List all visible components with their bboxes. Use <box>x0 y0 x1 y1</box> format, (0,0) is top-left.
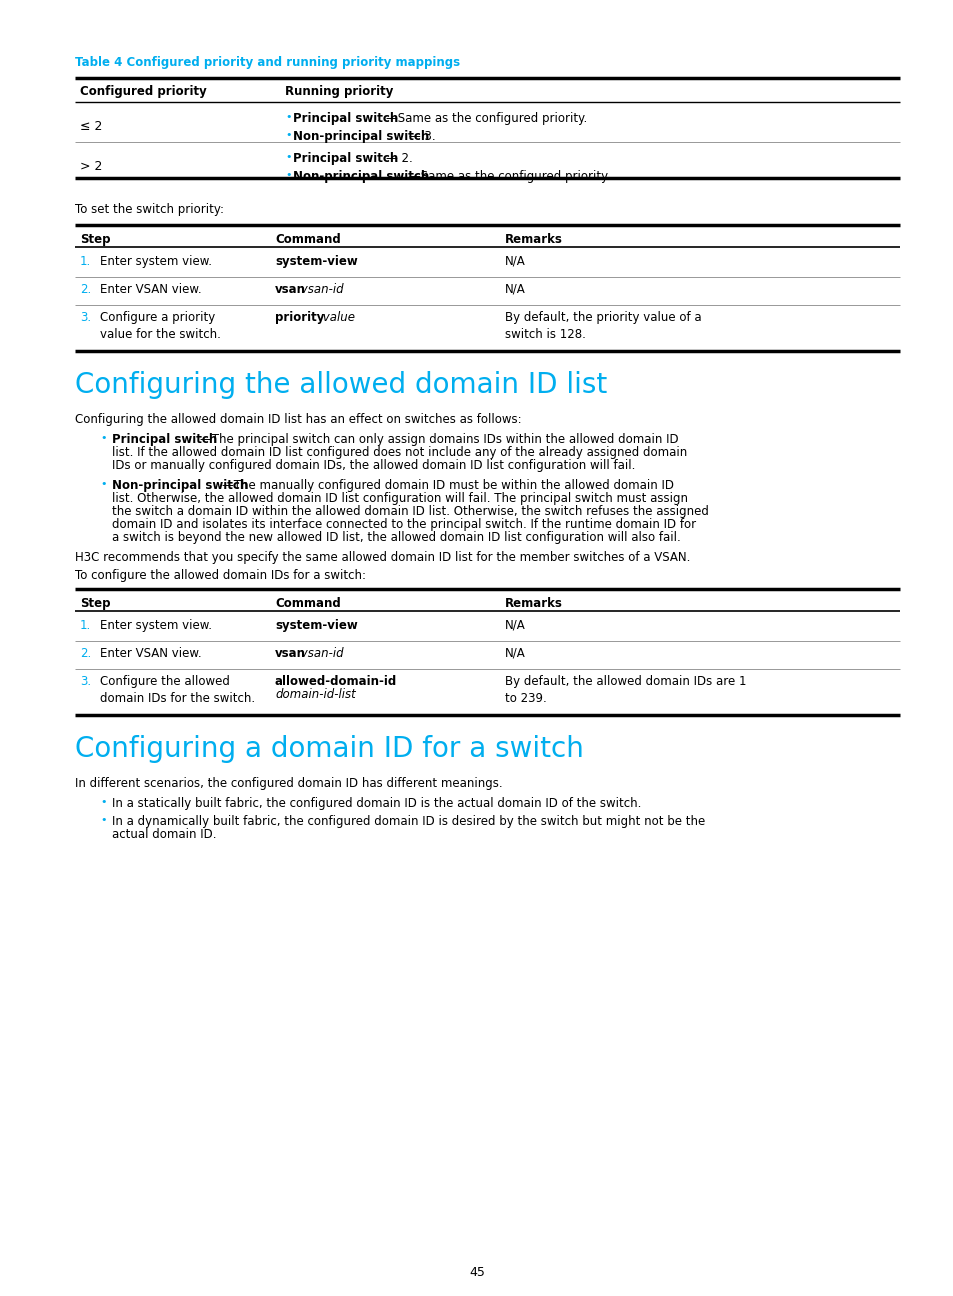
Text: Enter system view.: Enter system view. <box>100 619 212 632</box>
Text: Non-principal switch: Non-principal switch <box>293 170 429 183</box>
Text: 3.: 3. <box>80 311 91 324</box>
Text: In different scenarios, the configured domain ID has different meanings.: In different scenarios, the configured d… <box>75 778 502 791</box>
Text: N/A: N/A <box>504 255 525 268</box>
Text: By default, the priority value of a
switch is 128.: By default, the priority value of a swit… <box>504 311 700 341</box>
Text: Enter VSAN view.: Enter VSAN view. <box>100 283 201 295</box>
Text: Configuring a domain ID for a switch: Configuring a domain ID for a switch <box>75 735 583 763</box>
Text: Step: Step <box>80 597 111 610</box>
Text: 2.: 2. <box>80 647 91 660</box>
Text: actual domain ID.: actual domain ID. <box>112 828 216 841</box>
Text: — 2.: — 2. <box>385 152 412 165</box>
Text: 2.: 2. <box>80 283 91 295</box>
Text: •: • <box>100 480 107 489</box>
Text: Running priority: Running priority <box>285 86 393 98</box>
Text: 45: 45 <box>469 1266 484 1279</box>
Text: Configuring the allowed domain ID list: Configuring the allowed domain ID list <box>75 371 607 399</box>
Text: By default, the allowed domain IDs are 1
to 239.: By default, the allowed domain IDs are 1… <box>504 675 745 705</box>
Text: system-view: system-view <box>274 619 357 632</box>
Text: Configure a priority
value for the switch.: Configure a priority value for the switc… <box>100 311 221 341</box>
Text: a switch is beyond the new allowed ID list, the allowed domain ID list configura: a switch is beyond the new allowed ID li… <box>112 531 680 544</box>
Text: •: • <box>100 815 107 826</box>
Text: priority: priority <box>274 311 324 324</box>
Text: Enter VSAN view.: Enter VSAN view. <box>100 647 201 660</box>
Text: 1.: 1. <box>80 619 91 632</box>
Text: —Same as the configured priority.: —Same as the configured priority. <box>409 170 610 183</box>
Text: To configure the allowed domain IDs for a switch:: To configure the allowed domain IDs for … <box>75 569 366 582</box>
Text: 3.: 3. <box>80 675 91 688</box>
Text: domain-id-list: domain-id-list <box>274 688 355 701</box>
Text: —Same as the configured priority.: —Same as the configured priority. <box>385 111 586 124</box>
Text: Configuring the allowed domain ID list has an effect on switches as follows:: Configuring the allowed domain ID list h… <box>75 413 521 426</box>
Text: Principal switch: Principal switch <box>112 433 217 446</box>
Text: •: • <box>285 111 292 122</box>
Text: To set the switch priority:: To set the switch priority: <box>75 203 224 216</box>
Text: N/A: N/A <box>504 647 525 660</box>
Text: In a statically built fabric, the configured domain ID is the actual domain ID o: In a statically built fabric, the config… <box>112 797 640 810</box>
Text: Non-principal switch: Non-principal switch <box>293 130 429 143</box>
Text: —The manually configured domain ID must be within the allowed domain ID: —The manually configured domain ID must … <box>222 480 673 492</box>
Text: Remarks: Remarks <box>504 233 562 246</box>
Text: system-view: system-view <box>274 255 357 268</box>
Text: list. If the allowed domain ID list configured does not include any of the alrea: list. If the allowed domain ID list conf… <box>112 446 686 459</box>
Text: vsan-id: vsan-id <box>296 283 343 295</box>
Text: •: • <box>285 170 292 180</box>
Text: N/A: N/A <box>504 283 525 295</box>
Text: N/A: N/A <box>504 619 525 632</box>
Text: Remarks: Remarks <box>504 597 562 610</box>
Text: Configured priority: Configured priority <box>80 86 207 98</box>
Text: Command: Command <box>274 597 340 610</box>
Text: vsan: vsan <box>274 283 306 295</box>
Text: vsan: vsan <box>274 647 306 660</box>
Text: Configure the allowed
domain IDs for the switch.: Configure the allowed domain IDs for the… <box>100 675 254 705</box>
Text: > 2: > 2 <box>80 159 102 172</box>
Text: Non-principal switch: Non-principal switch <box>112 480 248 492</box>
Text: Enter system view.: Enter system view. <box>100 255 212 268</box>
Text: domain ID and isolates its interface connected to the principal switch. If the r: domain ID and isolates its interface con… <box>112 518 696 531</box>
Text: — 3.: — 3. <box>409 130 436 143</box>
Text: Principal switch: Principal switch <box>293 111 397 124</box>
Text: 1.: 1. <box>80 255 91 268</box>
Text: In a dynamically built fabric, the configured domain ID is desired by the switch: In a dynamically built fabric, the confi… <box>112 815 704 828</box>
Text: vsan-id: vsan-id <box>296 647 343 660</box>
Text: H3C recommends that you specify the same allowed domain ID list for the member s: H3C recommends that you specify the same… <box>75 551 690 564</box>
Text: Principal switch: Principal switch <box>293 152 397 165</box>
Text: allowed-domain-id: allowed-domain-id <box>274 675 396 688</box>
Text: —The principal switch can only assign domains IDs within the allowed domain ID: —The principal switch can only assign do… <box>200 433 678 446</box>
Text: value: value <box>318 311 355 324</box>
Text: list. Otherwise, the allowed domain ID list configuration will fail. The princip: list. Otherwise, the allowed domain ID l… <box>112 492 687 505</box>
Text: •: • <box>285 130 292 140</box>
Text: •: • <box>100 797 107 807</box>
Text: Step: Step <box>80 233 111 246</box>
Text: •: • <box>100 433 107 443</box>
Text: ≤ 2: ≤ 2 <box>80 121 102 133</box>
Text: the switch a domain ID within the allowed domain ID list. Otherwise, the switch : the switch a domain ID within the allowe… <box>112 505 708 518</box>
Text: Table 4 Configured priority and running priority mappings: Table 4 Configured priority and running … <box>75 56 459 69</box>
Text: •: • <box>285 152 292 162</box>
Text: Command: Command <box>274 233 340 246</box>
Text: IDs or manually configured domain IDs, the allowed domain ID list configuration : IDs or manually configured domain IDs, t… <box>112 459 635 472</box>
